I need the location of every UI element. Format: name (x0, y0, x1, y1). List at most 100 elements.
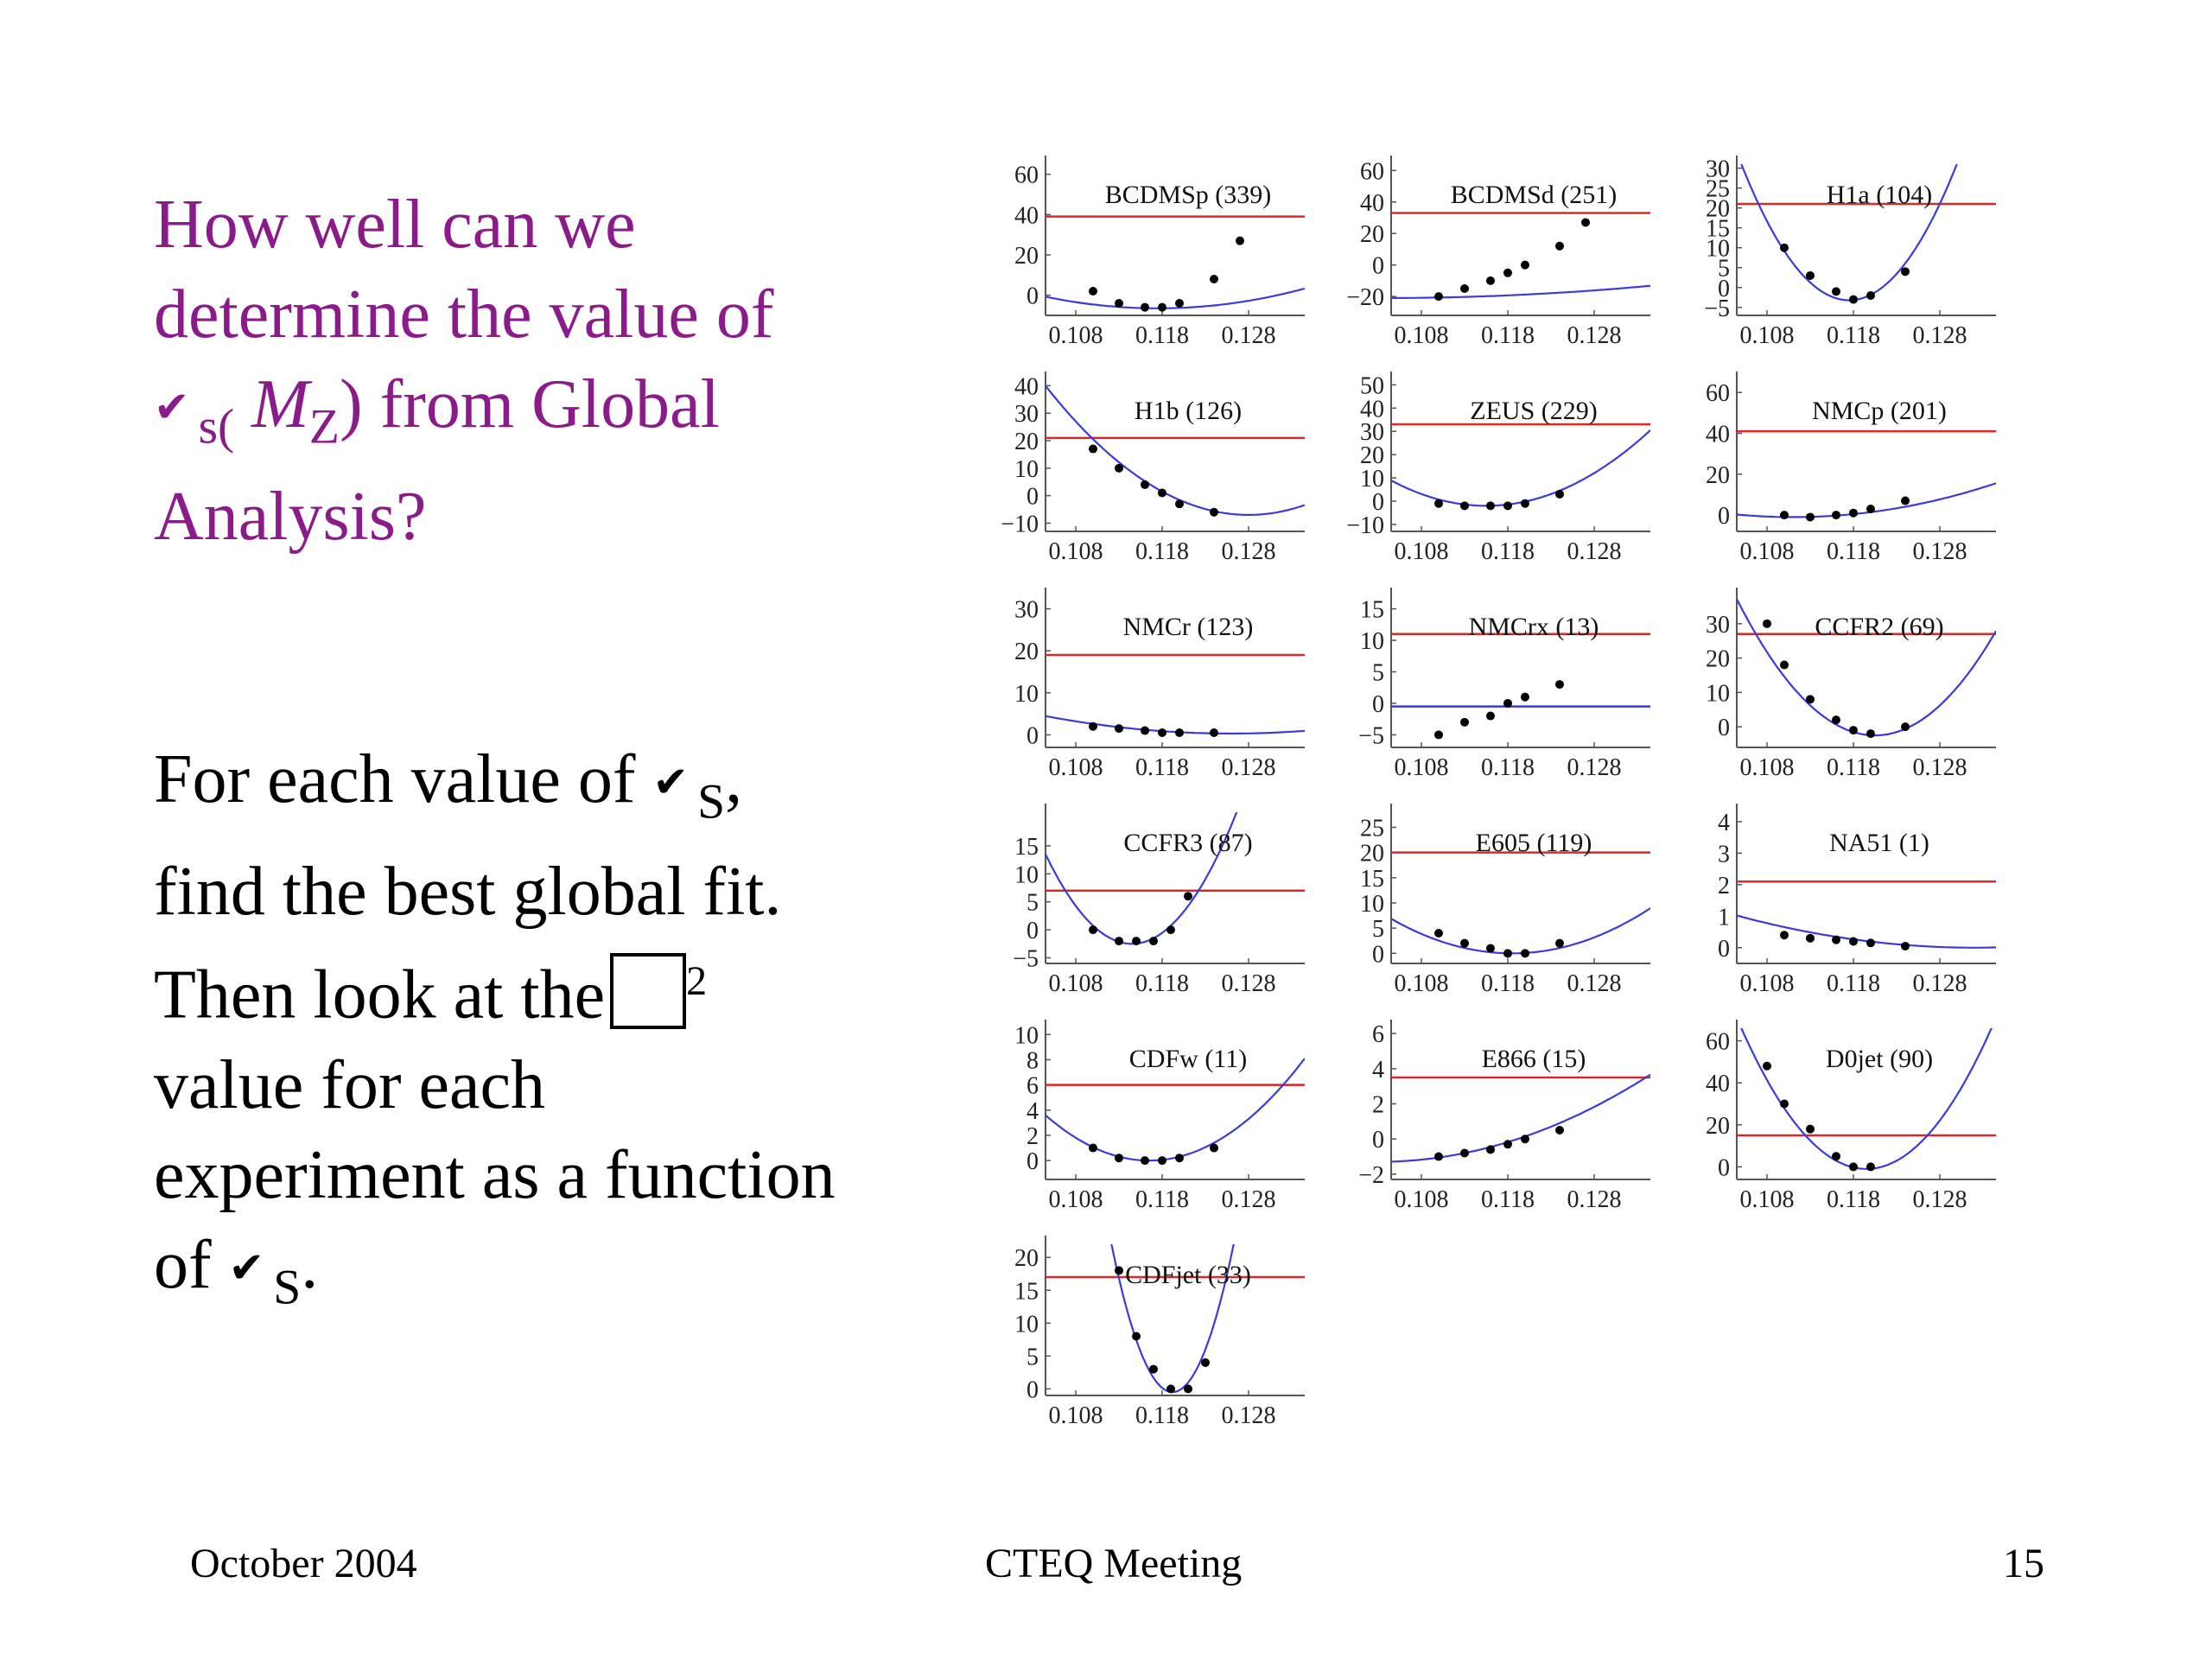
y-tick-label: 0 (1718, 1154, 1730, 1181)
x-tick-label: 0.108 (1395, 1186, 1449, 1213)
x-tick-label: 0.118 (1135, 538, 1189, 565)
data-point (1806, 512, 1815, 522)
data-point (1521, 499, 1529, 508)
y-tick-label: 0 (1027, 484, 1039, 511)
title-line-4: Analysis? (154, 479, 427, 556)
y-tick-label: 15 (1014, 1278, 1039, 1305)
chart-title: CCFR3 (87) (1123, 829, 1252, 857)
y-tick-label: 10 (1014, 456, 1039, 483)
y-tick-label: −20 (1346, 284, 1384, 311)
y-tick-label: 15 (1706, 216, 1730, 243)
title-line-2: determine the value of (154, 276, 774, 353)
data-point (1555, 680, 1564, 690)
title-line-3-text: ) from Global (339, 366, 720, 442)
y-tick-label: 20 (1706, 1113, 1730, 1140)
x-tick-label: 0.128 (1222, 970, 1276, 997)
chart-nmcr-123: 0 10 20 30 0.108 0.118 0.128 NMCr (123) (1014, 588, 1305, 781)
x-tick-label: 0.128 (1913, 970, 1967, 997)
y-tick-label: 10 (1360, 628, 1384, 655)
data-point (1806, 270, 1815, 280)
data-point (1866, 1162, 1875, 1172)
body-line-1-punct: , (725, 741, 743, 817)
x-tick-label: 0.128 (1913, 1186, 1967, 1213)
y-tick-label: 2 (1027, 1123, 1039, 1150)
x-tick-label: 0.118 (1481, 1186, 1535, 1213)
y-tick-label: 2 (1372, 1092, 1384, 1119)
data-point (1089, 1143, 1097, 1153)
chart-title: D0jet (90) (1826, 1045, 1933, 1073)
y-tick-label: 20 (1706, 462, 1730, 489)
data-point (1175, 1154, 1184, 1163)
check-mark-icon: ✔ (228, 1242, 265, 1293)
x-tick-label: 0.108 (1049, 1402, 1103, 1429)
y-tick-label: 30 (1014, 597, 1039, 624)
data-point (1158, 302, 1166, 312)
data-point (1158, 488, 1166, 498)
x-tick-label: 0.118 (1827, 970, 1880, 997)
footer-date: October 2004 (190, 1541, 417, 1586)
chart-title: CCFR2 (69) (1815, 613, 1943, 641)
body-line-6-punct: . (301, 1226, 319, 1303)
y-tick-label: 20 (1360, 221, 1384, 248)
data-point (1901, 722, 1910, 732)
x-tick-label: 0.128 (1913, 754, 1967, 781)
data-point (1149, 937, 1158, 946)
x-tick-label: 0.118 (1827, 1186, 1880, 1213)
chart-title: ZEUS (229) (1470, 397, 1597, 425)
data-point (1849, 1162, 1858, 1172)
chart-title: NMCp (201) (1812, 397, 1947, 425)
chart-title: H1a (104) (1827, 181, 1932, 209)
body-line-3: Then look at the 2 (154, 937, 931, 1039)
data-point (1486, 711, 1495, 721)
data-point (1141, 1156, 1149, 1166)
y-tick-label: 20 (1014, 243, 1039, 270)
body-line-3-text: Then look at the (154, 957, 606, 1033)
y-tick-label: 0 (1372, 691, 1384, 718)
data-point (1901, 496, 1910, 505)
y-tick-label: 10 (1360, 466, 1384, 493)
y-tick-label: 20 (1360, 442, 1384, 469)
fit-curve (1046, 287, 1305, 309)
y-tick-label: 5 (1372, 916, 1384, 943)
y-tick-label: 50 (1360, 372, 1384, 399)
data-point (1832, 715, 1840, 725)
data-point (1210, 507, 1218, 517)
data-point (1806, 695, 1815, 704)
data-point (1434, 1152, 1443, 1161)
data-point (1503, 1140, 1512, 1149)
body-line-5: experiment as a function (154, 1136, 836, 1213)
y-tick-label: 0 (1027, 918, 1039, 944)
data-point (1780, 243, 1789, 252)
data-point (1236, 236, 1244, 245)
y-tick-label: 0 (1027, 1148, 1039, 1175)
data-point (1780, 660, 1789, 670)
fit-curve (1046, 1058, 1305, 1162)
y-tick-label: 4 (1027, 1098, 1039, 1125)
y-tick-label: 60 (1706, 1029, 1730, 1056)
y-tick-label: 20 (1014, 1245, 1039, 1272)
mz-symbol: M (251, 366, 309, 442)
x-tick-label: 0.108 (1395, 970, 1449, 997)
chart-cdfjet-33: 0 5 10 15 20 0.108 0.118 0.128 CDFjet (33) (1014, 1236, 1305, 1429)
chart-title: NMCrx (13) (1469, 613, 1599, 641)
data-point (1849, 295, 1858, 304)
chart-title: NMCr (123) (1123, 613, 1254, 641)
data-point (1175, 728, 1184, 737)
y-tick-label: 40 (1706, 1071, 1730, 1097)
data-point (1780, 511, 1789, 520)
data-point (1832, 511, 1840, 520)
data-point (1866, 290, 1875, 300)
x-tick-label: 0.118 (1481, 970, 1535, 997)
chart-bcdmsp-339: 0 20 40 60 0.108 0.118 0.128 BCDMSp (339) (1014, 156, 1305, 349)
title-line-3: ✔ s( MZ) from Global (154, 359, 931, 472)
y-tick-label: 0 (1372, 941, 1384, 968)
y-tick-label: 20 (1706, 646, 1730, 673)
y-tick-label: 20 (1706, 196, 1730, 223)
y-tick-label: 0 (1718, 503, 1730, 530)
x-tick-label: 0.108 (1740, 970, 1795, 997)
y-tick-label: 15 (1360, 597, 1384, 624)
chart-ccfr2-69: 0 10 20 30 0.108 0.118 0.128 CCFR2 (69) (1706, 588, 1996, 781)
